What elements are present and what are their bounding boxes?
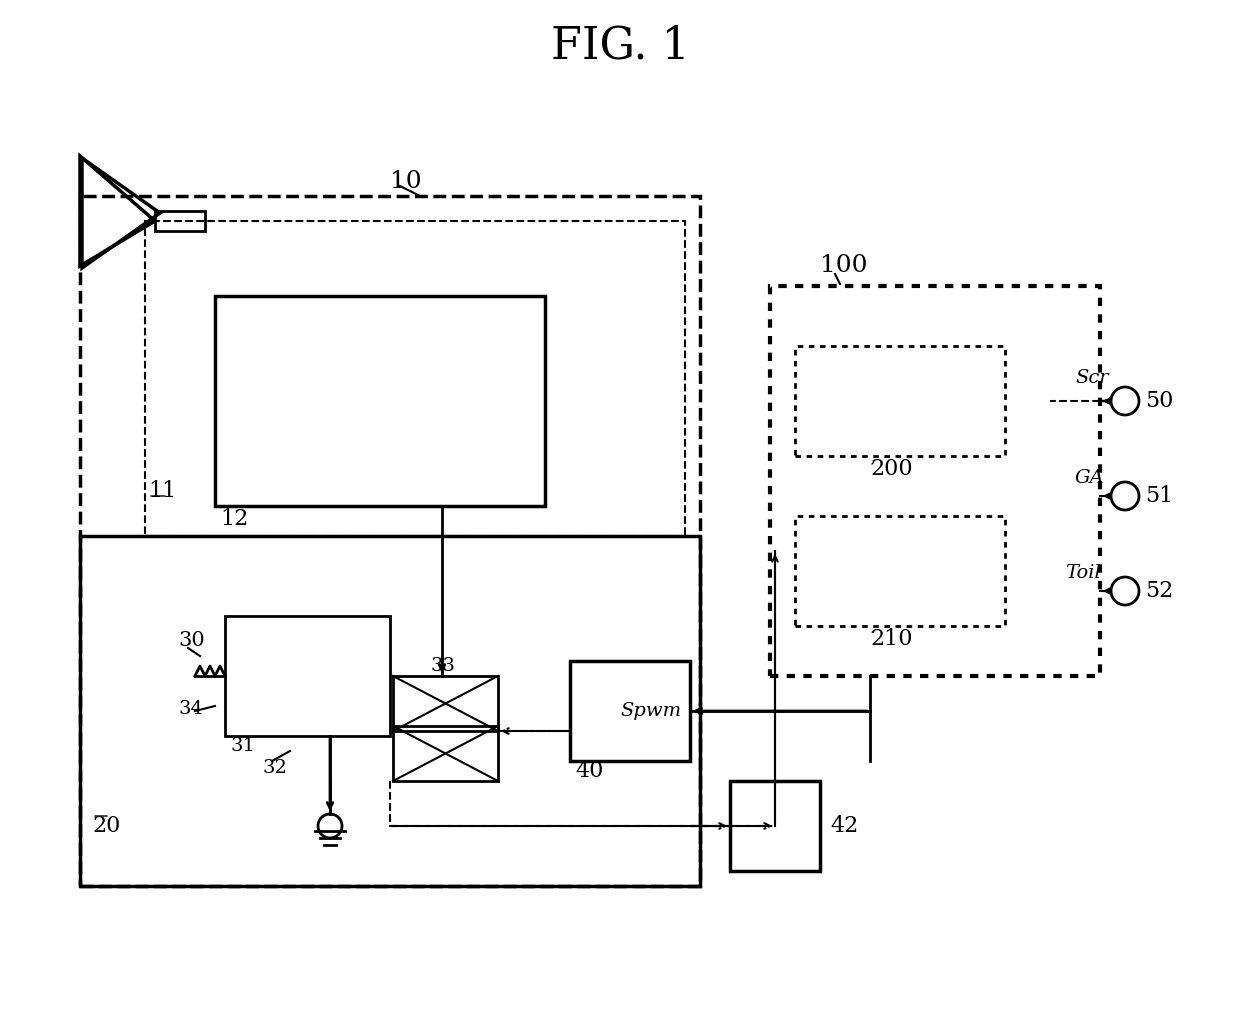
Text: 34: 34 — [179, 700, 203, 718]
Text: FIG. 1: FIG. 1 — [551, 25, 689, 68]
Text: 40: 40 — [575, 760, 604, 782]
Text: Scr: Scr — [1075, 369, 1109, 387]
Text: Toil: Toil — [1065, 564, 1101, 582]
Bar — [570, 661, 689, 761]
Text: 11: 11 — [148, 480, 176, 502]
Text: 52: 52 — [1145, 580, 1173, 602]
Text: 210: 210 — [870, 628, 913, 650]
Text: 100: 100 — [820, 254, 868, 277]
Text: 33: 33 — [430, 657, 455, 675]
Text: 30: 30 — [179, 631, 205, 650]
Text: 20: 20 — [92, 815, 120, 837]
Text: 42: 42 — [830, 815, 858, 837]
Bar — [770, 286, 1100, 676]
Bar — [730, 781, 820, 871]
Text: Spwm: Spwm — [620, 702, 681, 720]
Bar — [393, 726, 498, 781]
Text: 10: 10 — [391, 169, 422, 193]
Bar — [795, 516, 1004, 626]
Text: 200: 200 — [870, 458, 913, 480]
Bar — [81, 536, 701, 886]
Text: GA: GA — [1075, 469, 1105, 487]
Bar — [393, 676, 498, 731]
Text: 31: 31 — [229, 737, 255, 755]
Bar — [224, 616, 391, 736]
Bar — [145, 221, 684, 536]
Text: 51: 51 — [1145, 485, 1173, 507]
Text: 50: 50 — [1145, 390, 1173, 412]
Bar — [215, 295, 546, 506]
Bar — [81, 196, 701, 886]
Text: 32: 32 — [262, 759, 286, 777]
Bar — [795, 346, 1004, 456]
Text: 12: 12 — [219, 508, 248, 530]
